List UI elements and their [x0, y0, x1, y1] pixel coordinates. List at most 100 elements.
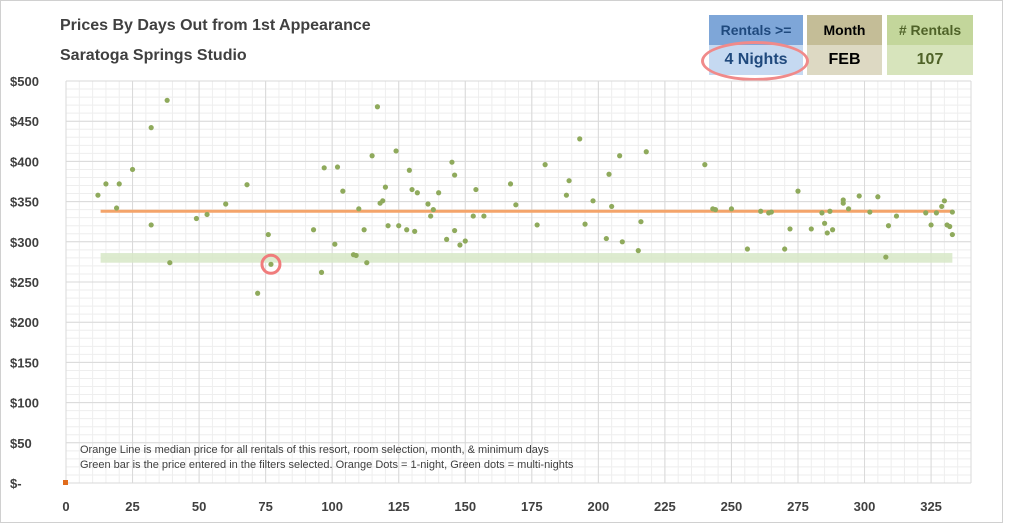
- data-point: [457, 242, 463, 248]
- x-tick-label: 25: [125, 499, 139, 514]
- y-tick-label: $100: [10, 396, 39, 411]
- data-point: [795, 188, 801, 194]
- data-point: [369, 153, 375, 159]
- data-point: [430, 207, 436, 213]
- data-point: [582, 221, 588, 227]
- y-tick-label: $150: [10, 355, 39, 370]
- data-point: [606, 171, 612, 177]
- data-point: [563, 192, 570, 198]
- data-point: [167, 260, 173, 266]
- data-point: [638, 219, 644, 225]
- data-point: [193, 215, 200, 222]
- data-point: [947, 223, 953, 230]
- y-tick-label: $300: [10, 235, 39, 250]
- data-point: [356, 206, 362, 212]
- chart-subtitle: Saratoga Springs Studio: [60, 47, 247, 64]
- y-tick-label: $50: [10, 436, 32, 451]
- nights-highlight-ring: [701, 41, 809, 81]
- data-point: [507, 181, 514, 187]
- data-point: [380, 198, 386, 204]
- data-point: [928, 222, 934, 228]
- data-point: [758, 208, 764, 214]
- data-point: [265, 231, 271, 238]
- x-tick-label: 0: [62, 499, 69, 514]
- data-point: [590, 198, 596, 204]
- data-point: [782, 246, 788, 252]
- data-point: [425, 201, 431, 207]
- rentals-filter-label: Rentals >=: [709, 15, 803, 45]
- data-point: [310, 227, 317, 233]
- note-line-1: Orange Line is median price for all rent…: [80, 444, 549, 456]
- x-axis-ticks: 0 25 50 75 100 125 150 175 200 225 250 275 300 325: [62, 499, 942, 514]
- data-point: [635, 248, 641, 254]
- data-point: [933, 210, 939, 216]
- data-point: [148, 125, 154, 131]
- y-tick-label: $-: [10, 476, 22, 491]
- data-point: [702, 162, 708, 168]
- data-point: [822, 220, 828, 226]
- highlighted-point-ring: [260, 253, 282, 275]
- data-point: [845, 206, 852, 212]
- data-point: [893, 213, 900, 219]
- x-tick-label: 125: [388, 499, 410, 514]
- data-point: [768, 209, 774, 215]
- data-point: [268, 261, 274, 267]
- y-tick-label: $250: [10, 275, 39, 290]
- rental-count-label: # Rentals: [887, 15, 973, 45]
- data-point: [829, 227, 836, 233]
- data-point: [318, 269, 325, 275]
- data-point: [404, 227, 410, 233]
- data-point: [396, 223, 402, 229]
- data-point: [643, 149, 649, 155]
- data-point: [103, 181, 109, 187]
- data-point: [332, 241, 338, 247]
- data-point: [409, 186, 415, 193]
- x-tick-label: 225: [654, 499, 676, 514]
- data-point: [481, 213, 487, 219]
- data-point: [603, 235, 609, 242]
- data-point: [609, 203, 615, 210]
- data-point: [744, 246, 751, 252]
- data-point: [436, 190, 442, 196]
- x-tick-label: 325: [920, 499, 942, 514]
- data-point: [129, 166, 136, 173]
- data-point: [473, 186, 479, 193]
- data-point: [856, 193, 862, 199]
- data-point: [566, 178, 572, 184]
- data-point: [204, 211, 210, 218]
- chart-grid: [65, 80, 972, 484]
- data-point: [452, 172, 458, 178]
- data-point: [824, 230, 830, 236]
- month-filter-value[interactable]: FEB: [807, 45, 882, 75]
- data-point: [385, 223, 391, 229]
- y-tick-label: $450: [10, 114, 39, 129]
- data-point: [113, 205, 120, 211]
- data-point: [827, 208, 833, 214]
- data-point: [819, 210, 825, 216]
- data-point: [364, 260, 370, 266]
- data-point: [617, 153, 623, 159]
- data-point: [875, 194, 881, 200]
- data-point: [949, 231, 955, 238]
- data-point: [244, 182, 250, 188]
- data-point: [223, 201, 229, 207]
- x-tick-label: 100: [321, 499, 343, 514]
- x-tick-label: 175: [521, 499, 543, 514]
- y-tick-label: $400: [10, 154, 39, 169]
- rental-count-value: 107: [887, 45, 973, 75]
- data-point: [382, 184, 389, 190]
- y-axis-ticks: $- $50 $100 $150 $200 $250 $300 $350 $400 $450 $50…: [10, 74, 39, 491]
- data-point: [949, 209, 955, 215]
- month-filter-label: Month: [807, 15, 882, 45]
- data-point: [728, 206, 735, 212]
- data-point: [148, 222, 154, 228]
- data-point: [619, 239, 625, 245]
- chart-title: Prices By Days Out from 1st Appearance: [60, 17, 371, 34]
- data-point: [712, 207, 719, 213]
- data-point: [787, 226, 793, 232]
- x-tick-label: 50: [192, 499, 206, 514]
- data-point: [885, 223, 892, 229]
- y-tick-label: $350: [10, 195, 39, 210]
- note-line-2: Green bar is the price entered in the fi…: [80, 459, 574, 471]
